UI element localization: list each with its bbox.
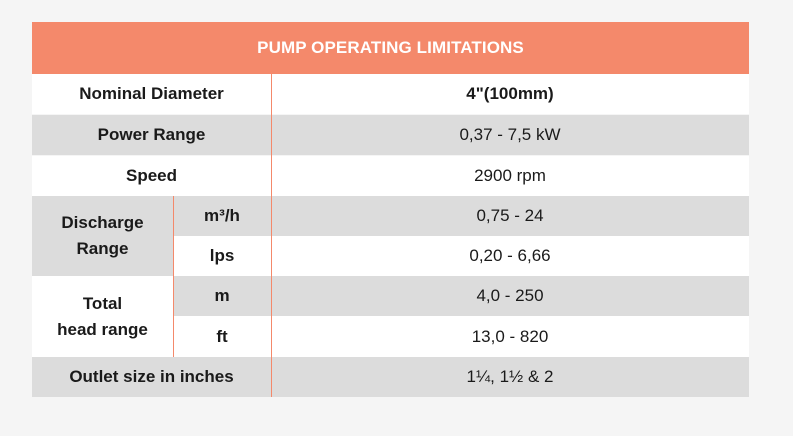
row-value: 13,0 - 820 [471,327,549,346]
table-subrow-head-ft: ft 13,0 - 820 [173,317,749,357]
pump-limitations-table: PUMP OPERATING LIMITATIONS Nominal Diame… [32,22,749,397]
table-row-speed: Speed 2900 rpm [32,156,749,196]
head-label-line2: head range [57,319,148,339]
row-label: Nominal Diameter [79,84,224,103]
unit-label: ft [216,327,228,346]
column-divider-main [271,74,272,397]
table-title: PUMP OPERATING LIMITATIONS [32,22,749,74]
table-row-nominal-diameter: Nominal Diameter 4"(100mm) [32,74,749,114]
table-subrow-discharge-m3h: m³/h 0,75 - 24 [173,196,749,236]
discharge-label-line2: Range [76,239,129,258]
row-value: 1¼, 1½ & 2 [466,367,554,386]
column-divider-unit [173,196,174,357]
row-label: Speed [125,166,178,185]
discharge-label-line1: Discharge [61,213,144,232]
unit-label: m [214,286,230,305]
row-value: 4,0 - 250 [476,286,544,305]
table-subrow-head-m: m 4,0 - 250 [173,276,749,316]
row-value: 4"(100mm) [466,84,554,103]
discharge-label: Discharge Range [32,196,173,276]
row-value: 2900 rpm [474,166,546,185]
row-value: 0,37 - 7,5 kW [459,125,561,144]
row-value: 0,20 - 6,66 [469,246,551,265]
table-row-power-range: Power Range 0,37 - 7,5 kW [32,115,749,155]
row-label: Power Range [97,125,206,144]
unit-label: lps [209,246,235,265]
row-value: 0,75 - 24 [476,206,544,225]
head-label-line1: Total [82,293,123,313]
unit-label: m³/h [204,206,240,225]
head-label: Total head range [32,276,173,357]
row-label: Outlet size in inches [69,367,234,386]
table-subrow-discharge-lps: lps 0,20 - 6,66 [173,236,749,276]
table-row-outlet-size: Outlet size in inches 1¼, 1½ & 2 [32,357,749,397]
